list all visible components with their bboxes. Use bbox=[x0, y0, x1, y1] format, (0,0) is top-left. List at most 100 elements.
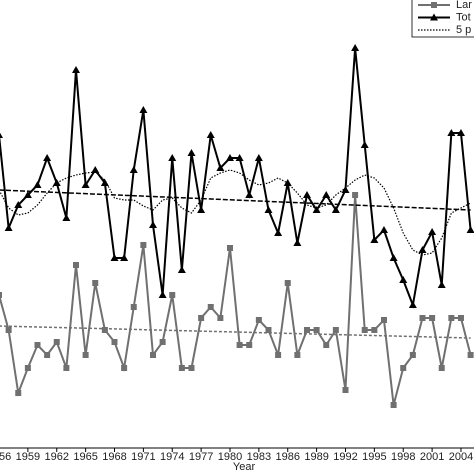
point bbox=[159, 339, 166, 345]
point bbox=[438, 365, 445, 371]
point bbox=[428, 228, 437, 235]
point bbox=[419, 315, 426, 321]
point bbox=[322, 191, 331, 198]
x-tick-label: 2001 bbox=[420, 451, 444, 463]
point bbox=[361, 327, 368, 333]
point bbox=[360, 141, 369, 148]
point bbox=[139, 106, 148, 113]
point bbox=[82, 352, 89, 358]
legend-label: 5 p bbox=[456, 24, 471, 36]
point bbox=[380, 317, 387, 323]
point bbox=[447, 129, 456, 136]
x-tick-label: 1989 bbox=[304, 451, 328, 463]
x-tick-label: 1959 bbox=[16, 451, 40, 463]
point bbox=[71, 66, 80, 73]
point bbox=[168, 154, 177, 161]
point bbox=[226, 245, 233, 251]
point bbox=[53, 339, 60, 345]
point bbox=[274, 229, 283, 236]
point bbox=[187, 149, 196, 156]
point bbox=[431, 2, 437, 8]
trend-line bbox=[0, 325, 471, 339]
point bbox=[62, 214, 71, 221]
point bbox=[44, 352, 51, 358]
point bbox=[351, 44, 360, 51]
point bbox=[129, 166, 138, 173]
point bbox=[207, 304, 214, 310]
point bbox=[370, 236, 379, 243]
point bbox=[323, 342, 330, 348]
point bbox=[43, 154, 52, 161]
point bbox=[235, 154, 244, 161]
point bbox=[389, 254, 398, 261]
point bbox=[341, 186, 350, 193]
point bbox=[23, 191, 32, 198]
point bbox=[331, 206, 340, 213]
point bbox=[408, 301, 417, 308]
point bbox=[0, 292, 2, 298]
point bbox=[467, 352, 474, 358]
series-line bbox=[0, 169, 471, 256]
x-tick-label: 1980 bbox=[218, 451, 242, 463]
point bbox=[140, 242, 147, 248]
point bbox=[148, 221, 157, 228]
point bbox=[188, 365, 195, 371]
point bbox=[246, 342, 253, 348]
point bbox=[33, 181, 42, 188]
x-tick-label: 1995 bbox=[362, 451, 386, 463]
point bbox=[0, 132, 3, 138]
point bbox=[284, 280, 291, 286]
point bbox=[409, 352, 416, 358]
legend-label: Tot bbox=[456, 11, 471, 23]
point bbox=[245, 191, 254, 198]
point bbox=[430, 13, 438, 21]
x-tick-label: 1962 bbox=[45, 451, 69, 463]
point bbox=[149, 352, 156, 358]
point bbox=[265, 327, 272, 333]
point bbox=[92, 280, 99, 286]
x-tick-label: 1992 bbox=[333, 451, 357, 463]
point bbox=[303, 327, 310, 333]
x-tick-label: 1956 bbox=[0, 451, 11, 463]
x-tick-label: 1977 bbox=[189, 451, 213, 463]
trend-line bbox=[0, 189, 471, 211]
point bbox=[111, 339, 118, 345]
point bbox=[178, 365, 185, 371]
point bbox=[448, 315, 455, 321]
point bbox=[4, 224, 13, 231]
x-tick-label: 1968 bbox=[102, 451, 126, 463]
series-line bbox=[0, 47, 472, 309]
point bbox=[294, 352, 301, 358]
point bbox=[121, 365, 128, 371]
point bbox=[302, 191, 311, 198]
point bbox=[275, 352, 282, 358]
point bbox=[101, 327, 108, 333]
point bbox=[437, 281, 446, 288]
point bbox=[120, 254, 129, 261]
point bbox=[236, 342, 243, 348]
point bbox=[177, 266, 186, 273]
point bbox=[371, 327, 378, 333]
point bbox=[197, 206, 206, 213]
point bbox=[130, 304, 137, 310]
point bbox=[14, 201, 23, 208]
point bbox=[81, 181, 90, 188]
x-tick-label: 1971 bbox=[131, 451, 155, 463]
point bbox=[254, 154, 263, 161]
point bbox=[225, 154, 234, 161]
point bbox=[400, 365, 407, 371]
point bbox=[158, 291, 167, 298]
point bbox=[63, 365, 70, 371]
point bbox=[206, 131, 215, 138]
x-tick-label: 1998 bbox=[391, 451, 415, 463]
point bbox=[15, 390, 22, 396]
point bbox=[293, 239, 302, 246]
x-tick-label: 1965 bbox=[73, 451, 97, 463]
x-axis-label: Year bbox=[233, 461, 256, 473]
point bbox=[457, 315, 464, 321]
point bbox=[342, 387, 349, 393]
series-line bbox=[0, 194, 472, 406]
x-tick-label: 1983 bbox=[247, 451, 271, 463]
point bbox=[24, 365, 31, 371]
